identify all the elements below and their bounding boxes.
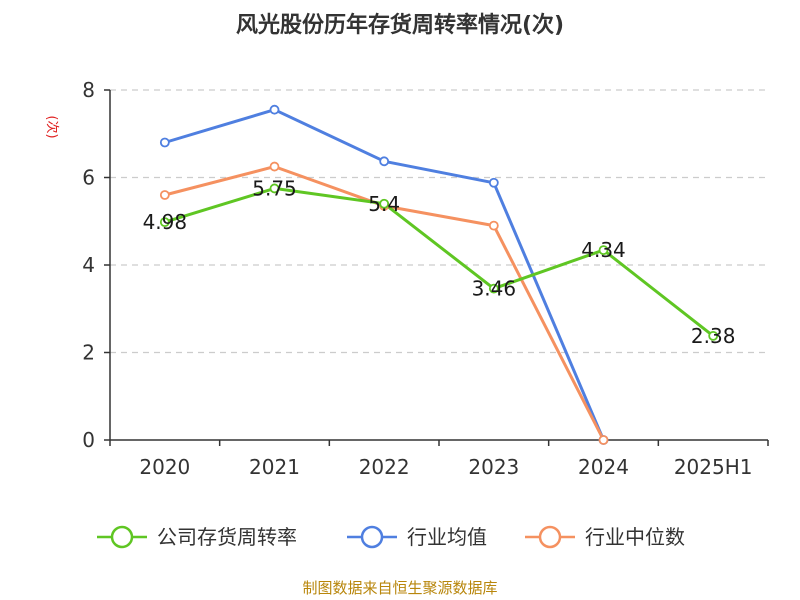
y-tick-label: 2: [82, 341, 95, 365]
data-point: [159, 217, 170, 228]
data-labels: 4.98 5.75 5.4 3.46 4.34 2.38: [143, 176, 736, 347]
x-tick-label: 2021: [249, 455, 300, 479]
data-label: 5.4: [368, 192, 400, 216]
data-label: 2.38: [691, 324, 736, 348]
data-point: [598, 435, 609, 445]
y-tick-label: 0: [82, 428, 95, 452]
data-point: [379, 198, 390, 209]
legend-label: 行业均值: [407, 525, 487, 549]
chart-title: 风光股份历年存货周转率情况(次): [236, 12, 564, 38]
x-tick-label: 2022: [359, 455, 410, 479]
y-tick-label: 6: [82, 166, 95, 190]
y-tick-label: 4: [82, 253, 95, 277]
data-points: [159, 104, 719, 445]
data-point: [488, 283, 499, 294]
legend-swatch-marker: [110, 525, 134, 549]
data-point: [488, 220, 499, 231]
x-tick-label: 2020: [139, 455, 190, 479]
source-note: 制图数据来自恒生聚源数据库: [302, 579, 497, 597]
x-tick-label: 2025H1: [674, 455, 753, 479]
data-point: [269, 183, 280, 194]
data-point: [708, 330, 719, 341]
data-point: [269, 104, 280, 115]
data-label: 4.34: [581, 238, 626, 262]
legend-swatch-marker: [360, 525, 384, 549]
x-tick-label: 2024: [578, 455, 629, 479]
legend: 公司存货周转率 行业均值 行业中位数: [97, 525, 685, 549]
data-point: [269, 161, 280, 172]
y-tick-label: 8: [82, 78, 95, 102]
series-line: [164, 186, 715, 338]
data-label: 3.46: [472, 277, 517, 301]
legend-label: 行业中位数: [585, 525, 685, 549]
data-point: [598, 245, 609, 256]
data-label: 4.98: [143, 210, 188, 234]
series-lines: [164, 108, 715, 441]
data-label: 5.75: [252, 176, 297, 200]
x-tick-label: 2023: [468, 455, 519, 479]
data-point: [159, 137, 170, 148]
data-point: [488, 177, 499, 188]
y-axis-unit-label: (次): [44, 115, 60, 138]
axes: 0 2 4 6 8 2020 2021 2022 2023 2024 2025H1: [82, 78, 769, 479]
legend-label: 公司存货周转率: [157, 525, 297, 549]
legend-swatch-marker: [538, 525, 562, 549]
data-point: [379, 156, 390, 167]
data-point: [159, 190, 170, 200]
